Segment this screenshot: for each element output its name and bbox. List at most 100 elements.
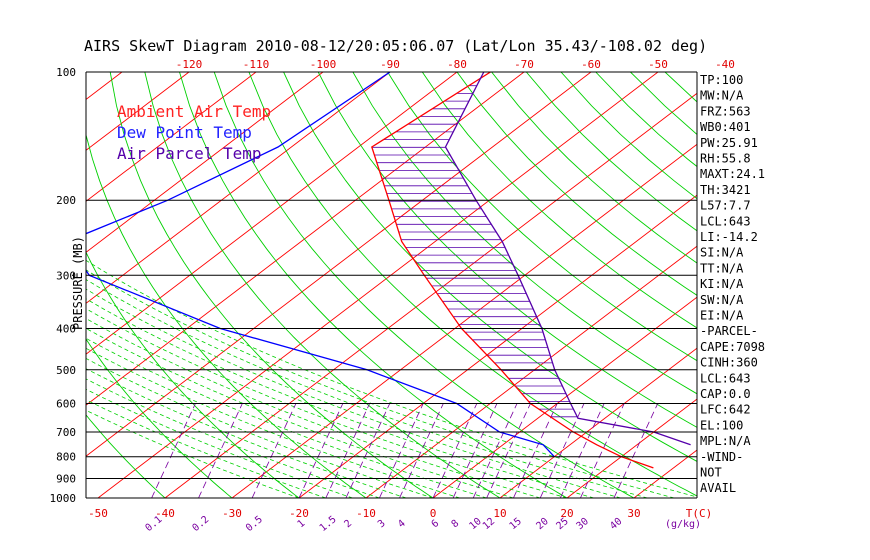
index-entry: SW:N/A	[700, 293, 744, 307]
y-tick-label: 600	[56, 397, 76, 410]
index-entry: -PARCEL-	[700, 324, 758, 338]
top-temp-tick-label: -120	[176, 58, 203, 71]
index-entry: PW:25.91	[700, 136, 758, 150]
index-entry: -WIND-	[700, 450, 743, 464]
dry-adiabat-line	[491, 72, 697, 264]
legend-entry: Dew Point Temp	[117, 123, 252, 142]
index-entry: WB0:401	[700, 120, 751, 134]
cape-hatching	[371, 85, 578, 418]
mixing-ratio-label: 0.5	[244, 514, 265, 534]
top-temp-tick-label: -110	[243, 58, 270, 71]
isotherm-line	[86, 72, 458, 355]
index-entry: MAXT:24.1	[700, 167, 765, 181]
moist-adiabat-line	[86, 388, 353, 498]
mixing-ratio-line	[559, 403, 605, 498]
isotherm-line	[86, 72, 592, 457]
index-entry: TH:3421	[700, 183, 751, 197]
isotherm-line	[365, 245, 697, 498]
mixing-ratio-label: 15	[508, 516, 524, 532]
index-entry: CAP:0.0	[700, 387, 751, 401]
index-entry: LCL:643	[700, 214, 751, 228]
mixing-ratio-label: 0.2	[190, 514, 211, 534]
isotherm-line	[97, 72, 659, 498]
y-tick-label: 700	[56, 426, 76, 439]
index-entry: EL:100	[700, 418, 743, 432]
top-temp-tick-label: -50	[648, 58, 668, 71]
bottom-temp-tick-label: -10	[356, 507, 376, 520]
moist-adiabat-line	[86, 357, 434, 498]
mixing-ratio-label: 8	[450, 518, 462, 530]
bottom-temp-tick-label: -50	[88, 507, 108, 520]
mixing-ratio-label: 1.5	[318, 514, 339, 534]
index-entry: TT:N/A	[700, 261, 744, 275]
isotherm-line	[768, 72, 870, 498]
mixing-ratio-line	[613, 403, 659, 498]
mixing-ratio-line	[432, 403, 478, 498]
top-temp-tick-label: -40	[715, 58, 735, 71]
mixing-ratio-line	[539, 403, 585, 498]
dry-adiabat-line	[213, 72, 635, 498]
y-axis-label: PRESSURE (MB)	[71, 236, 85, 330]
dry-adiabat-line	[664, 72, 697, 103]
index-entry: KI:N/A	[700, 277, 744, 291]
index-entry: MW:N/A	[700, 89, 744, 103]
y-tick-label: 500	[56, 364, 76, 377]
index-entry: LCL:643	[700, 371, 751, 385]
dry-adiabat-line	[86, 338, 233, 498]
dry-adiabat-line	[421, 72, 697, 329]
dry-adiabat-line	[387, 72, 697, 362]
mixing-ratio-line	[472, 403, 518, 498]
isotherm-line	[86, 72, 324, 253]
index-entry: CAPE:7098	[700, 340, 765, 354]
dry-adiabat-line	[86, 414, 166, 498]
moist-adiabat-line	[86, 409, 300, 498]
index-entry: L57:7.7	[700, 199, 751, 213]
index-entry: MPL:N/A	[700, 434, 751, 448]
parcel-temp-line	[444, 72, 691, 446]
dry-adiabat-line	[769, 72, 870, 498]
y-tick-label: 100	[56, 66, 76, 79]
y-tick-label: 300	[56, 269, 76, 282]
index-entry: SI:N/A	[700, 246, 744, 260]
isotherm-line	[86, 72, 525, 406]
mixing-ratio-line	[513, 403, 558, 498]
mixing-ratio-line	[251, 403, 297, 498]
mixing-ratio-line	[345, 403, 391, 498]
ambient-temp-line	[371, 72, 654, 469]
bottom-temp-unit: T(C)	[686, 507, 713, 520]
isotherm-line	[0, 72, 55, 498]
dry-adiabat-line	[804, 72, 870, 498]
isotherm-line	[835, 72, 870, 498]
mixing-ratio-line	[580, 403, 625, 498]
mixing-ratio-label: 2	[342, 518, 354, 530]
isotherm-line	[499, 347, 697, 498]
bottom-temp-tick-label: 30	[627, 507, 640, 520]
y-tick-label: 800	[56, 451, 76, 464]
index-entry: CINH:360	[700, 356, 758, 370]
mixing-ratio-line	[298, 403, 344, 498]
mixing-ratio-label: 4	[396, 518, 408, 530]
index-entry: LI:-14.2	[700, 230, 758, 244]
bottom-temp-tick-label: -40	[155, 507, 175, 520]
legend-entry: Ambient Air Temp	[117, 102, 271, 121]
index-entry: LFC:642	[700, 403, 751, 417]
moist-adiabat-line	[86, 399, 326, 498]
isotherm-line	[432, 296, 697, 498]
isotherm-line	[298, 194, 697, 498]
top-temp-tick-label: -70	[514, 58, 534, 71]
y-tick-label: 900	[56, 473, 76, 486]
mixing-ratio-label: 30	[575, 516, 591, 532]
index-entry: FRZ:563	[700, 104, 751, 118]
mixing-ratio-unit: (g/kg)	[665, 519, 701, 530]
index-entry: TP:100	[700, 73, 743, 87]
mixing-ratio-label: 6	[430, 518, 442, 530]
bottom-temp-tick-label: -20	[289, 507, 309, 520]
mixing-ratio-label: 1	[296, 518, 308, 530]
top-temp-tick-label: -60	[581, 58, 601, 71]
index-entry: NOT	[700, 466, 722, 480]
dry-adiabat-line	[352, 72, 697, 395]
bottom-temp-tick-label: 0	[430, 507, 437, 520]
chart-title: AIRS SkewT Diagram 2010-08-12/20:05:06.0…	[84, 37, 707, 55]
